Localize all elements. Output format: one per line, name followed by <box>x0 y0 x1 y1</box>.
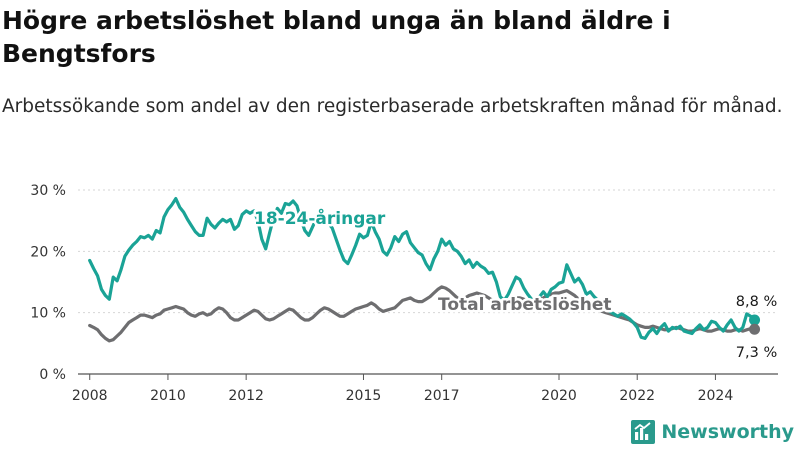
series-lines <box>88 197 757 343</box>
y-axis: 0 % 10 % 20 % 30 % <box>30 183 66 383</box>
grid-lines <box>78 189 778 375</box>
x-tick-label: 2017 <box>424 388 460 404</box>
x-tick-label: 2008 <box>72 388 108 404</box>
x-tick-label: 2010 <box>150 388 186 404</box>
y-tick-label: 20 % <box>30 244 66 260</box>
series-line-youth <box>88 197 757 340</box>
x-tick-label: 2024 <box>698 388 734 404</box>
brand-name: Newsworthy <box>661 421 794 443</box>
chart-title: Högre arbetslöshet bland unga än bland ä… <box>2 6 671 68</box>
series-label-total: Total arbetslöshet <box>438 295 612 315</box>
x-tick-label: 2020 <box>541 388 577 404</box>
end-label-youth: 8,8 % <box>736 294 777 310</box>
y-tick-label: 0 % <box>39 367 66 383</box>
x-tick-label: 2015 <box>346 388 382 404</box>
end-points: 8,8 % 7,3 % <box>736 294 777 361</box>
series-line-total <box>88 285 757 343</box>
x-tick-label: 2012 <box>228 388 264 404</box>
newsworthy-brand: Newsworthy <box>631 420 794 444</box>
x-axis: 2008 2010 2012 2015 2017 2020 2022 2024 <box>72 374 733 404</box>
bar-chart-logo-icon <box>631 420 656 444</box>
end-point-youth <box>749 314 761 326</box>
y-tick-label: 10 % <box>30 306 66 322</box>
series-labels: 18-24-åringar Total arbetslöshet <box>252 205 615 318</box>
series-label-youth: 18-24-åringar <box>254 207 386 229</box>
x-tick-label: 2022 <box>619 388 655 404</box>
y-tick-label: 30 % <box>30 183 66 199</box>
end-point-total <box>749 323 761 335</box>
end-label-total: 7,3 % <box>736 345 777 361</box>
chart-subtitle: Arbetssökande som andel av den registerb… <box>2 96 783 117</box>
